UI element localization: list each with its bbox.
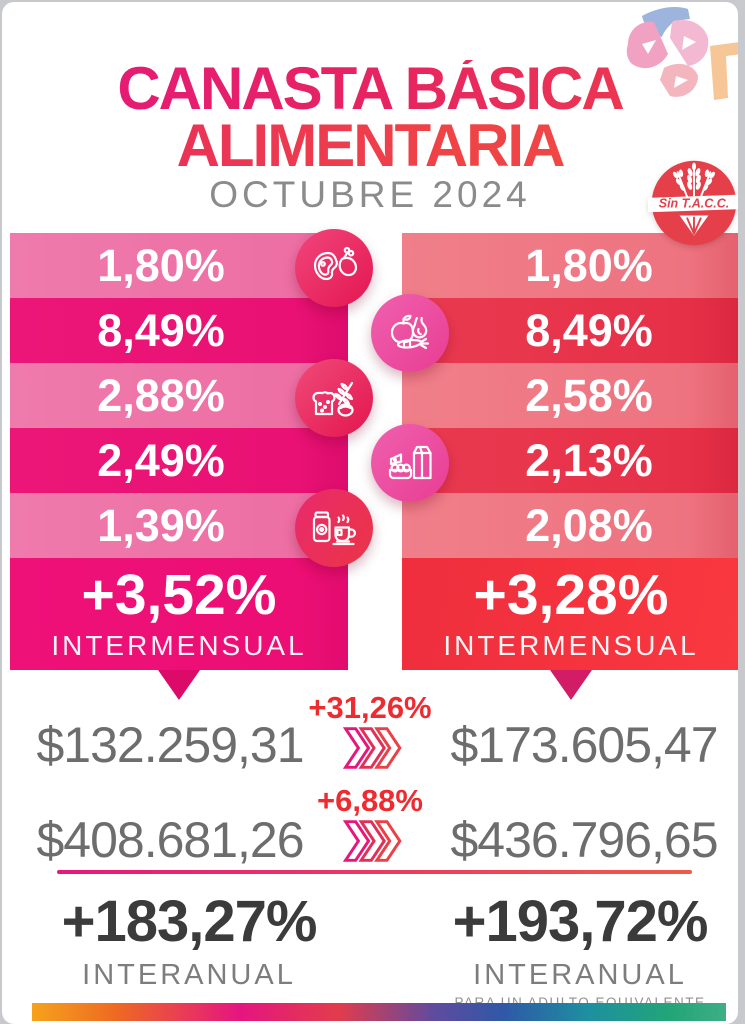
amount-right-row1: $173.605,47: [450, 717, 718, 773]
category-bar: 2,49%: [10, 428, 348, 493]
subtitle-month: OCTUBRE 2024: [209, 174, 531, 215]
title-line-2: ALIMENTARIA: [2, 116, 738, 176]
dairy-icon: [388, 445, 432, 480]
page-title: CANASTA BÁSICA ALIMENTARIA: [2, 59, 738, 176]
rainbow-strip: [32, 1003, 726, 1021]
meat-icon: [313, 246, 358, 281]
left-basket-column: 1,80% 8,49% 2,88% 2,49% 1,39% +3,52% INT…: [10, 233, 348, 700]
monthly-summary-left: +3,52% INTERMENSUAL: [10, 558, 348, 670]
bar-value: 2,58%: [525, 369, 653, 421]
bar-value: 2,88%: [97, 369, 225, 421]
pointer-triangle: [550, 670, 592, 700]
category-bar: 1,80%: [402, 233, 738, 298]
amount-left-row1: $132.259,31: [36, 717, 304, 773]
yearly-total-left: +183,27% INTERANUAL: [34, 888, 344, 992]
yearly-label: INTERANUAL: [473, 959, 687, 991]
yearly-label: INTERANUAL: [82, 959, 296, 991]
yearly-total-right: +193,72% INTERANUAL PARA UN ADULTO EQUIV…: [420, 888, 738, 1010]
chevrons-icon: [343, 727, 402, 769]
bar-value: 8,49%: [525, 304, 653, 356]
right-basket-column: 1,80% 8,49% 2,58% 2,13% 2,08% +3,28% INT…: [402, 233, 738, 700]
delta-label-row1: +31,26%: [308, 690, 432, 725]
category-icon-meat: [295, 229, 373, 307]
category-bar: 2,08%: [402, 493, 738, 558]
sin-tacc-badge: Sin T.A.C.C.: [647, 160, 738, 246]
bar-value: 2,49%: [97, 434, 225, 486]
amount-left-row2: $408.681,26: [36, 812, 304, 868]
pointer-triangle: [158, 670, 200, 700]
title-line-1: CANASTA BÁSICA: [2, 59, 738, 119]
category-bar: 8,49%: [10, 298, 348, 363]
category-bar: 8,49%: [402, 298, 738, 363]
yearly-value: +183,27%: [61, 889, 318, 954]
bar-value: 1,80%: [97, 239, 225, 291]
divider-line: [57, 870, 692, 874]
badge-text: Sin T.A.C.C.: [659, 196, 729, 210]
chevrons-icon: [343, 820, 402, 862]
category-icon-produce: [371, 294, 449, 372]
category-icon-bakery: [295, 359, 373, 437]
category-bar: 2,58%: [402, 363, 738, 428]
produce-icon: [390, 314, 430, 350]
bar-value: 2,08%: [525, 499, 653, 551]
summary-value: +3,52%: [81, 562, 277, 627]
category-bar: 1,80%: [10, 233, 348, 298]
summary-value: +3,28%: [473, 562, 669, 627]
monthly-summary-right: +3,28% INTERMENSUAL: [402, 558, 738, 670]
bar-value: 2,13%: [525, 434, 653, 486]
category-icon-pantry: [295, 489, 373, 567]
category-bar: 2,13%: [402, 428, 738, 493]
summary-label: INTERMENSUAL: [51, 629, 307, 661]
yearly-value: +193,72%: [452, 889, 709, 954]
bar-value: 1,39%: [97, 499, 225, 551]
category-bar: 1,39%: [10, 493, 348, 558]
delta-label-row2: +6,88%: [316, 783, 423, 818]
brand-logo-icon: [626, 7, 738, 100]
category-icon-dairy: [371, 424, 449, 502]
bar-value: 1,80%: [525, 239, 653, 291]
bakery-icon: [312, 381, 354, 417]
amount-right-row2: $436.796,65: [450, 812, 718, 868]
category-bar: 2,88%: [10, 363, 348, 428]
bar-value: 8,49%: [97, 304, 225, 356]
pantry-icon: [312, 511, 356, 546]
summary-label: INTERMENSUAL: [443, 629, 699, 661]
